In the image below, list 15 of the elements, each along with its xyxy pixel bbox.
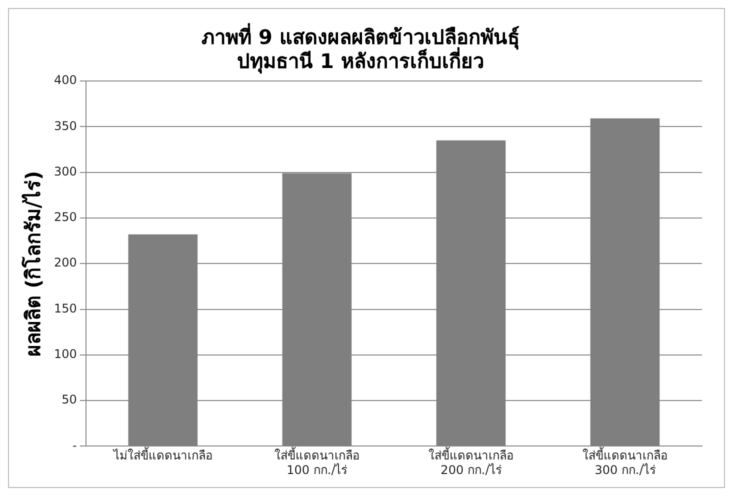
x-tick-label: ใส่ขี้แดดนาเกลือ 100 กก./ไร่ [274,446,360,477]
y-tick-label: 150 [54,301,77,316]
y-tick-label: 350 [54,118,77,133]
y-tick-label: - [72,438,77,452]
y-axis-title: ผลผลิต (กิโลกรัม/ไร่) [21,170,46,356]
x-tick-label: ใส่ขี้แดดนาเกลือ 300 กก./ไร่ [582,446,668,477]
y-tick-label: 300 [54,164,77,178]
x-tick-label: ไม่ใส่ขี้แดดนาเกลือ [112,446,212,463]
y-tick-label: 100 [54,347,77,362]
x-tick-label: ใส่ขี้แดดนาเกลือ 200 กก./ไร่ [428,446,514,477]
chart-title: ภาพที่ 9 แสดงผลผลิตข้าวเปลือกพันธุ์ ปทุมธานี 1 หลังการเก็บเกี่ยว [202,22,520,74]
y-tick-label: 400 [54,73,77,88]
y-tick-label: 200 [54,256,77,270]
y-tick-label: 250 [54,210,77,224]
y-tick-label: 50 [62,392,77,407]
